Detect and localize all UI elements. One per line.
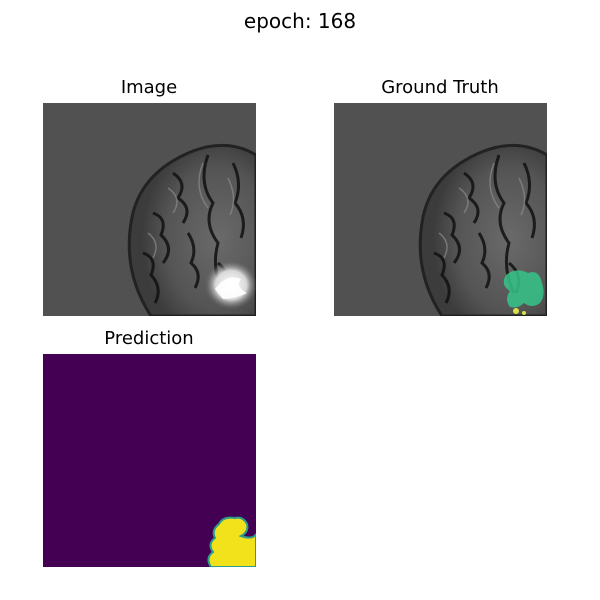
mri-image-panel (43, 103, 256, 316)
ground-truth-panel (334, 103, 547, 316)
prediction-panel (43, 354, 256, 567)
mri-image (43, 103, 256, 316)
prediction-mask-blob (207, 516, 256, 567)
ground-truth-panel-title: Ground Truth (381, 77, 499, 98)
prediction-panel-title: Prediction (104, 328, 194, 349)
ground-truth-image (334, 103, 547, 316)
ground-truth-mask (503, 270, 544, 308)
prediction-mask-image (43, 354, 256, 567)
image-panel-title: Image (120, 77, 178, 98)
figure-title: epoch: 168 (243, 9, 357, 33)
